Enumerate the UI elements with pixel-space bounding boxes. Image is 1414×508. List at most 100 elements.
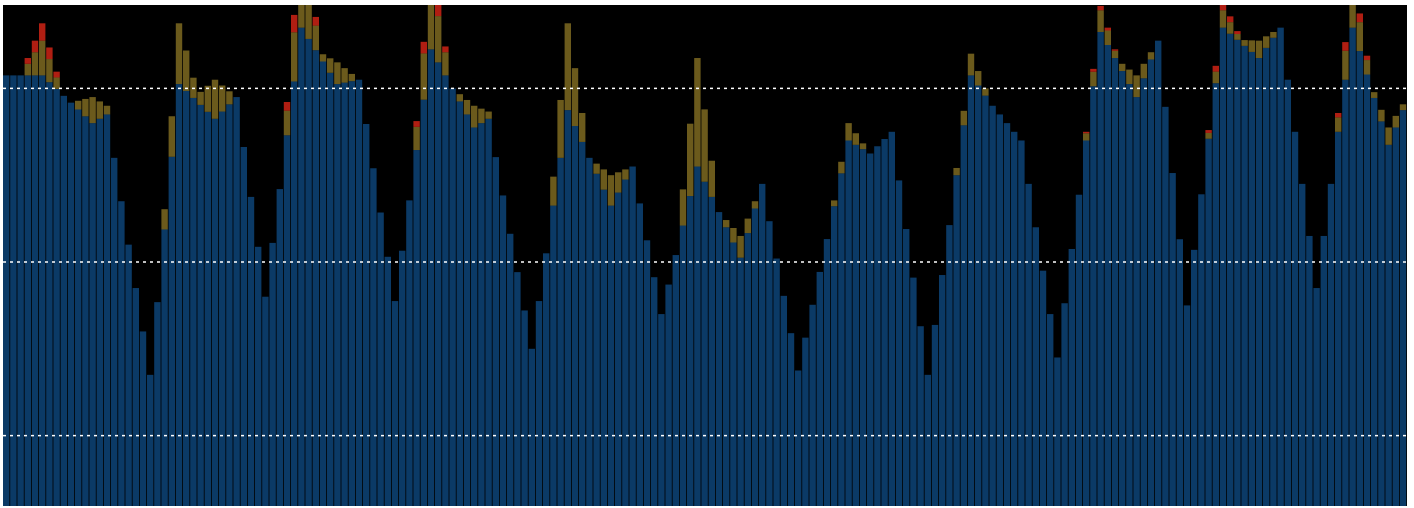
- bar-segment: [1363, 60, 1371, 75]
- bar-segment: [1219, 5, 1227, 11]
- bar-segment: [1363, 74, 1371, 479]
- bar-segment: [39, 75, 46, 479]
- bar-segment: [46, 59, 53, 83]
- bar-segment: [39, 23, 46, 41]
- bar-segment: [435, 16, 442, 63]
- bar-segment: [593, 173, 600, 479]
- bar-base: [679, 479, 687, 506]
- bar-base: [226, 479, 233, 506]
- bar-segment: [1327, 183, 1335, 479]
- bar-segment: [262, 296, 269, 479]
- bar-segment: [1104, 30, 1111, 45]
- bar-base: [147, 479, 154, 506]
- bar-base: [442, 479, 449, 506]
- bar-base: [1039, 479, 1047, 506]
- bar-segment: [291, 81, 298, 480]
- bar-segment: [845, 140, 852, 480]
- bar-segment: [204, 111, 211, 479]
- bar-segment: [1176, 239, 1183, 479]
- bar-base: [132, 479, 139, 506]
- bar-base: [161, 479, 168, 506]
- bar-base: [1248, 479, 1255, 506]
- bar-segment: [1140, 78, 1147, 480]
- bar-segment: [564, 23, 571, 111]
- bar-segment: [1356, 13, 1363, 23]
- bar-segment: [363, 123, 370, 480]
- bar-segment: [233, 97, 240, 479]
- bar-segment: [276, 189, 283, 479]
- bar-segment: [1212, 65, 1219, 72]
- bar-segment: [96, 101, 103, 119]
- bar-base: [435, 479, 442, 506]
- bar-segment: [888, 131, 895, 480]
- bar-base: [399, 479, 406, 506]
- bar-base: [1255, 479, 1263, 506]
- bar-segment: [838, 161, 845, 174]
- bar-base: [859, 479, 867, 506]
- bar-segment: [82, 116, 89, 480]
- bar-segment: [269, 242, 276, 479]
- bar-base: [1356, 479, 1363, 506]
- bar-segment: [53, 71, 60, 78]
- bar-base: [557, 479, 564, 506]
- bar-base: [960, 479, 967, 506]
- bar-base: [636, 479, 643, 506]
- bar-base: [3, 479, 10, 506]
- bar-segment: [82, 98, 89, 117]
- bar-segment: [1205, 130, 1212, 133]
- bar-segment: [708, 196, 715, 479]
- bar-base: [1234, 479, 1241, 506]
- bar-segment: [816, 271, 823, 479]
- bar-segment: [960, 110, 967, 126]
- bar-segment: [687, 196, 694, 479]
- bar-segment: [953, 167, 960, 176]
- bar-segment: [154, 302, 161, 479]
- bar-segment: [1140, 63, 1147, 79]
- bar-segment: [1284, 79, 1291, 479]
- bar-base: [53, 479, 60, 506]
- bar-base: [615, 479, 622, 506]
- bar-segment: [442, 75, 449, 479]
- bar-base: [75, 479, 82, 506]
- bar-segment: [1255, 40, 1263, 59]
- bar-base: [1212, 479, 1219, 506]
- bar-segment: [1133, 75, 1140, 98]
- bar-segment: [31, 40, 39, 53]
- bar-segment: [399, 250, 406, 479]
- stacked-bar-chart: [3, 5, 1407, 506]
- bar-segment: [31, 52, 39, 76]
- bar-base: [766, 479, 773, 506]
- bar-segment: [946, 225, 953, 479]
- bar-segment: [1090, 71, 1097, 87]
- bar-segment: [874, 146, 881, 479]
- bar-base: [1277, 479, 1284, 506]
- bar-segment: [456, 94, 463, 102]
- bar-segment: [723, 220, 730, 228]
- bar-segment: [1399, 110, 1407, 479]
- bar-segment: [1392, 115, 1399, 128]
- bar-segment: [773, 258, 780, 479]
- bar-segment: [420, 53, 427, 100]
- bar-segment: [600, 189, 607, 480]
- bar-base: [427, 479, 435, 506]
- bar-segment: [600, 169, 607, 190]
- bar-base: [1054, 479, 1061, 506]
- bar-segment: [1147, 59, 1155, 479]
- bar-segment: [1270, 37, 1277, 480]
- bar-segment: [845, 123, 852, 141]
- bar-segment: [917, 326, 924, 479]
- bar-base: [327, 479, 334, 506]
- bar-segment: [571, 68, 579, 127]
- bar-base: [233, 479, 240, 506]
- bar-segment: [60, 95, 67, 479]
- bar-base: [967, 479, 975, 506]
- bar-segment: [787, 333, 795, 479]
- bar-base: [773, 479, 780, 506]
- bar-segment: [831, 200, 838, 207]
- bar-segment: [219, 111, 226, 480]
- bar-segment: [24, 58, 31, 64]
- bar-base: [744, 479, 751, 506]
- bar-base: [1241, 479, 1248, 506]
- bar-segment: [1335, 112, 1342, 118]
- bar-segment: [39, 40, 46, 76]
